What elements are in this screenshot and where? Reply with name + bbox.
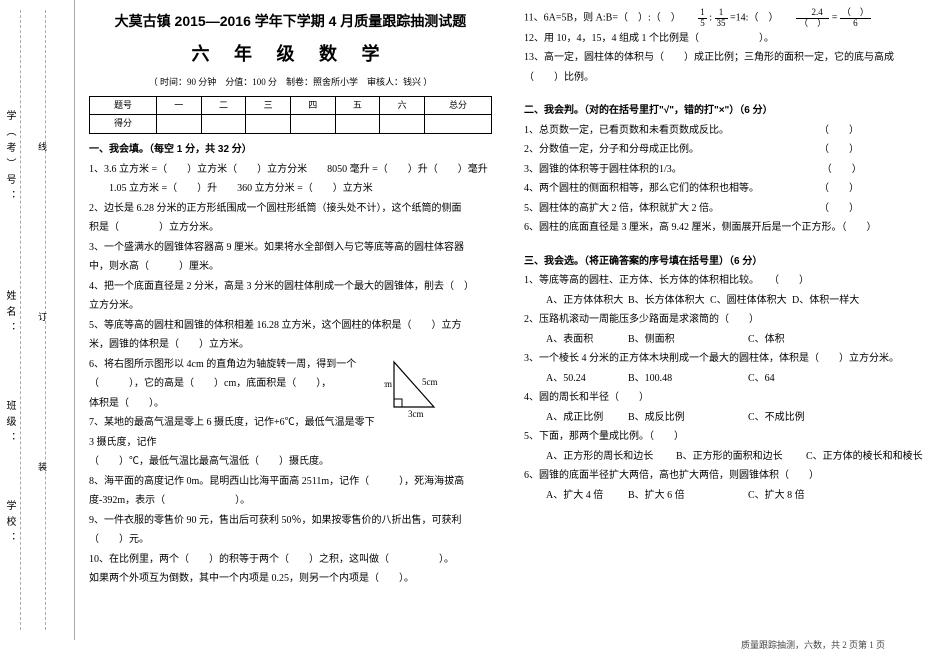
q13a: 13、高一定，圆柱体的体积与（ ）成正比例；三角形的面积一定，它的底与高成 — [524, 48, 927, 68]
q9b: （ ）元。 — [89, 530, 492, 550]
s3q5: 5、下面，那两个量成比例。（ ） — [524, 427, 927, 447]
q1b: 1.05 立方米 =（ ）升 360 立方分米 =（ ）立方米 — [89, 179, 492, 199]
s3q6-opts: A、扩大 4 倍B、扩大 6 倍C、扩大 8 倍 — [524, 486, 927, 506]
exam-meta: （ 时间：90 分钟 分值：100 分 制卷：照舍所小学 审核人：钱兴 ） — [89, 74, 492, 92]
exam-subtitle: 六 年 级 数 学 — [89, 37, 492, 72]
s3q5-opts: A、正方形的周长和边长B、正方形的面积和边长C、正方体的棱长和和棱长 — [524, 447, 927, 467]
score-table: 题号 一 二 三 四 五 六 总分 得分 — [89, 96, 492, 134]
score-h2: 二 — [201, 96, 246, 115]
q7a: 7、某地的最高气温是零上 6 摄氏度，记作+6℃，最低气温是零下 3 摄氏度，记… — [89, 413, 492, 452]
q10a: 10、在比例里，两个（ ）的积等于两个（ ）之积，这叫做（ ）。 — [89, 550, 492, 570]
s2q3: 3、圆锥的体积等于圆柱体积的1/3。 （ ） — [524, 160, 927, 180]
triangle-vert: 4cm — [384, 379, 392, 389]
q1: 1、3.6 立方米 =（ ）立方米（ ）立方分米 8050 毫升 =（ ）升（ … — [89, 160, 492, 180]
s3q2-opts: A、表面积B、侧面积C、体积 — [524, 330, 927, 350]
score-h5: 五 — [335, 96, 380, 115]
q2b: 积是（ ）立方分米。 — [89, 218, 492, 238]
triangle-figure: 5cm 4cm 3cm — [384, 357, 464, 419]
q3a: 3、一个盛满水的圆锥体容器高 9 厘米。如果将水全部倒入与它等底等高的圆柱体容器 — [89, 238, 492, 258]
q8a: 8、海平面的高度记作 0m。昆明西山比海平面高 2511m，记作（ ），死海海拔… — [89, 472, 492, 492]
score-h7: 总分 — [424, 96, 491, 115]
s3q3: 3、一个棱长 4 分米的正方体木块削成一个最大的圆柱体，体积是（ ）立方分米。 — [524, 349, 927, 369]
q5a: 5、等底等高的圆柱和圆锥的体积相差 16.28 立方米，这个圆柱的体积是（ ）立… — [89, 316, 492, 336]
gutter-char-bind: 订 — [38, 310, 47, 323]
s3q6: 6、圆锥的底面半径扩大两倍，高也扩大两倍，则圆锥体积（ ） — [524, 466, 927, 486]
q3b: 中，则水高（ ）厘米。 — [89, 257, 492, 277]
q8b: 度-392m，表示（ ）。 — [89, 491, 492, 511]
s2q5: 5、圆柱体的高扩大 2 倍，体积就扩大 2 倍。 （ ） — [524, 199, 927, 219]
score-h1: 一 — [156, 96, 201, 115]
triangle-hyp: 5cm — [422, 377, 438, 387]
exam-title: 大莫古镇 2015—2016 学年下学期 4 月质量跟踪抽测试题 — [89, 8, 492, 35]
q9a: 9、一件衣服的零售价 90 元，售出后可获利 50％，如果按零售价的八折出售，可… — [89, 511, 492, 531]
right-column: 11、6A=5B，则 A:B=（ ）:（ ） 15 : 135 =14:（ ） … — [510, 0, 945, 640]
binding-gutter: 学（考）号： 姓名： 班级： 学校： 线 订 装 — [0, 0, 75, 640]
section-3-title: 三、我会选。（将正确答案的序号填在括号里）（6 分） — [524, 252, 927, 272]
s3q1: 1、等底等高的圆柱、正方体、长方体的体积相比较。 （ ） — [524, 271, 927, 291]
q5b: 米，圆锥的体积是（ ）立方米。 — [89, 335, 492, 355]
page-footer: 质量跟踪抽测，六数，共 2 页第 1 页 — [741, 638, 885, 651]
section-2-title: 二、我会判。（对的在括号里打"√"，错的打"×"）（6 分） — [524, 101, 927, 121]
s3q4-opts: A、成正比例B、成反比例C、不成比例 — [524, 408, 927, 428]
q11: 11、6A=5B，则 A:B=（ ）:（ ） 15 : 135 =14:（ ） … — [524, 8, 927, 29]
gutter-char-pack: 装 — [38, 460, 47, 473]
s3q3-opts: A、50.24B、100.48C、64 — [524, 369, 927, 389]
score-h4: 四 — [290, 96, 335, 115]
left-column: 大莫古镇 2015—2016 学年下学期 4 月质量跟踪抽测试题 六 年 级 数… — [75, 0, 510, 640]
gutter-label-name: 姓名： — [2, 290, 17, 338]
q12: 12、用 10，4，15，4 组成 1 个比例是（ ）。 — [524, 29, 927, 49]
gutter-label-school: 学校： — [2, 500, 17, 548]
score-r0: 得分 — [90, 115, 157, 134]
s2q6: 6、圆柱的底面直径是 3 厘米，高 9.42 厘米，侧面展开后是一个正方形。（ … — [524, 218, 927, 238]
section-1-title: 一、我会填。（每空 1 分，共 32 分） — [89, 140, 492, 160]
q10b: 如果两个外项互为倒数，其中一个内项是 0.25，则另一个内项是（ ）。 — [89, 569, 492, 589]
gutter-label-exam-no: 学（考）号： — [2, 110, 17, 206]
s2q1: 1、总页数一定，已看页数和未看页数成反比。 （ ） — [524, 121, 927, 141]
s3q1-opts: A、正方体体积大B、长方体体积大C、圆柱体体积大D、体积一样大 — [524, 291, 927, 311]
score-h0: 题号 — [90, 96, 157, 115]
q4a: 4、把一个底面直径是 2 分米，高是 3 分米的圆柱体削成一个最大的圆锥体，削去… — [89, 277, 492, 297]
triangle-base: 3cm — [408, 409, 424, 419]
s2q2: 2、分数值一定，分子和分母成正比例。 （ ） — [524, 140, 927, 160]
q7b: （ ）℃，最低气温比最高气温低（ ）摄氏度。 — [89, 452, 492, 472]
s2q4: 4、两个圆柱的侧面积相等，那么它们的体积也相等。 （ ） — [524, 179, 927, 199]
q13b: （ ）比例。 — [524, 68, 927, 88]
gutter-label-class: 班级： — [2, 400, 17, 448]
q2a: 2、边长是 6.28 分米的正方形纸围成一个圆柱形纸筒（接头处不计），这个纸筒的… — [89, 199, 492, 219]
s3q4: 4、圆的周长和半径（ ） — [524, 388, 927, 408]
score-h3: 三 — [246, 96, 291, 115]
q4b: 立方分米。 — [89, 296, 492, 316]
score-h6: 六 — [380, 96, 425, 115]
gutter-char-line: 线 — [38, 140, 47, 153]
s3q2: 2、压路机滚动一周能压多少路面是求滚筒的（ ） — [524, 310, 927, 330]
